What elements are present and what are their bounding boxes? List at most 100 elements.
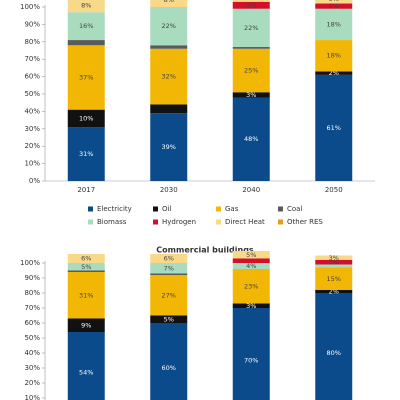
data-label: 6% xyxy=(81,255,91,263)
bar-segment xyxy=(232,0,270,2)
bar-segment xyxy=(232,97,270,181)
bar-segment xyxy=(315,0,353,4)
legend-swatch xyxy=(216,206,221,212)
y-tick-label: 90% xyxy=(24,20,40,28)
y-tick-label: 60% xyxy=(24,319,40,327)
data-label: 32% xyxy=(162,73,176,81)
y-tick-label: 40% xyxy=(24,107,40,115)
bar-segment xyxy=(232,48,270,93)
bar-segment xyxy=(232,92,270,98)
bar-segment xyxy=(150,45,188,49)
data-label: 5% xyxy=(246,251,256,259)
data-label: 23% xyxy=(244,282,258,290)
bar-segment xyxy=(67,318,105,332)
x-tick-label: 2030 xyxy=(160,186,178,194)
data-label: 15% xyxy=(327,275,341,283)
bar-segment xyxy=(315,255,353,260)
y-tick-label: 100% xyxy=(20,259,40,267)
y-tick-label: 100% xyxy=(20,3,40,11)
data-label: 61% xyxy=(327,124,341,132)
bar-segment xyxy=(67,254,105,263)
bar-segment xyxy=(232,1,270,9)
bar-segment xyxy=(67,272,105,319)
legend-label: Other RES xyxy=(287,218,323,226)
bar-segment xyxy=(315,293,353,400)
bar-segment xyxy=(150,104,188,114)
data-label: 37% xyxy=(79,73,93,81)
data-label: 31% xyxy=(79,150,93,158)
y-tick-label: 50% xyxy=(24,90,40,98)
data-label: 2% xyxy=(329,288,339,296)
data-label: 5% xyxy=(81,263,91,271)
y-tick-label: 20% xyxy=(24,142,40,150)
y-tick-label: 30% xyxy=(24,364,40,372)
legend-label: Coal xyxy=(287,205,302,213)
bar-segment xyxy=(232,263,270,269)
bar-segment xyxy=(67,127,105,181)
bar-segment xyxy=(315,3,353,9)
data-label: 70% xyxy=(244,357,258,365)
legend-label: Biomass xyxy=(97,218,127,226)
bar-segment xyxy=(315,74,353,181)
data-label: 25% xyxy=(244,67,258,75)
legend-swatch xyxy=(216,219,221,225)
legend-label: Hydrogen xyxy=(162,218,196,226)
data-label: 22% xyxy=(244,24,258,32)
data-label: 3% xyxy=(329,254,339,262)
data-label: 4% xyxy=(246,1,256,9)
bar-segment xyxy=(232,308,270,400)
legend-swatch xyxy=(278,206,283,212)
bar-segment xyxy=(315,290,353,293)
bar-segment xyxy=(67,332,105,400)
bar-segment xyxy=(67,0,105,13)
y-tick-label: 30% xyxy=(24,125,40,133)
data-label: 18% xyxy=(327,20,341,28)
data-label: 27% xyxy=(162,291,176,299)
y-tick-label: 0% xyxy=(29,177,40,185)
bar-segment xyxy=(232,258,270,263)
legend-label: Electricity xyxy=(97,205,132,213)
bar-segment xyxy=(315,264,353,268)
y-tick-label: 60% xyxy=(24,73,40,81)
data-label: 31% xyxy=(79,291,93,299)
bar-segment xyxy=(150,113,188,181)
legend-swatch xyxy=(88,219,93,225)
bar-segment xyxy=(150,48,188,105)
data-label: 18% xyxy=(327,52,341,60)
bar-segment xyxy=(150,263,188,274)
y-tick-label: 80% xyxy=(24,289,40,297)
legend-swatch xyxy=(88,206,93,212)
data-label: 48% xyxy=(244,135,258,143)
data-label: 8% xyxy=(81,1,91,9)
data-label: 3% xyxy=(329,258,339,266)
bar-segment xyxy=(67,109,105,128)
chart-title: Commercial buildings xyxy=(156,246,254,255)
bar-segment xyxy=(232,8,270,48)
bar-segment xyxy=(67,40,105,46)
bar-segment xyxy=(67,263,105,271)
bar-segment xyxy=(150,275,188,316)
legend-swatch xyxy=(278,219,283,225)
bar-segment xyxy=(315,260,353,265)
data-label: 10% xyxy=(79,114,93,122)
data-label: 5% xyxy=(164,315,174,323)
data-label: 4% xyxy=(246,262,256,270)
bar-segment xyxy=(232,303,270,308)
data-label: 39% xyxy=(162,143,176,151)
legend-label: Direct Heat xyxy=(225,218,265,226)
x-tick-label: 2017 xyxy=(77,186,95,194)
y-tick-label: 10% xyxy=(24,394,40,400)
bar-segment xyxy=(232,251,270,259)
y-tick-label: 50% xyxy=(24,334,40,342)
legend-label: Oil xyxy=(162,205,171,213)
data-label: 60% xyxy=(162,364,176,372)
data-label: 3% xyxy=(246,91,256,99)
y-tick-label: 70% xyxy=(24,55,40,63)
data-label: 16% xyxy=(79,22,93,30)
data-label: 2% xyxy=(329,69,339,77)
bar-segment xyxy=(150,273,188,275)
y-tick-label: 20% xyxy=(24,379,40,387)
legend-label: Gas xyxy=(225,205,239,213)
